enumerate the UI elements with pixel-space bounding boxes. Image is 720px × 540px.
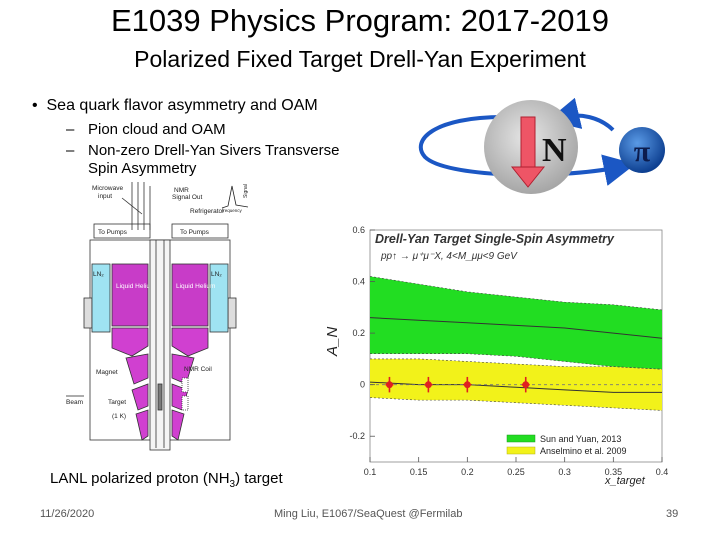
legend-entry: Sun and Yuan, 2013: [540, 434, 621, 444]
subbullet-item: – Pion cloud and OAM: [66, 121, 226, 139]
bullet-item: • Sea quark flavor asymmetry and OAM: [32, 96, 318, 116]
nmr-curve: [221, 185, 249, 209]
caption-text: LANL polarized proton (NH: [50, 470, 230, 487]
refrigerator-label: Refrigerator: [190, 208, 225, 215]
central-line-0: [369, 317, 663, 339]
spin-arrow-shaft: [520, 116, 536, 170]
legend-entry: Anselmino et al. 2009: [540, 446, 627, 456]
liquid-helium-right-label: Liquid Helium: [176, 283, 215, 290]
spin-arrow-icon: [510, 166, 546, 188]
pion-ball: [619, 127, 665, 173]
liquid-helium-left-label: Liquid Helium: [116, 283, 155, 290]
y-tick-label: 0.4: [352, 277, 365, 287]
to-pumps-right-label: To Pumps: [180, 229, 210, 236]
footer-date: 11/26/2020: [40, 508, 95, 520]
y-tick-label: 0.6: [352, 225, 365, 235]
chart-title: Drell-Yan Target Single-Spin Asymmetry: [375, 232, 615, 246]
legend-swatch: [506, 446, 536, 455]
data-point: [522, 381, 530, 389]
asymmetry-chart: 0.1 0.15 0.2 0.25 0.3 0.35 0.4 -0.2 0 0.2 0.4 0.6 D…: [324, 225, 668, 487]
dash-icon: –: [66, 142, 75, 159]
nucleon-label: N: [542, 132, 567, 169]
band-edge: [369, 276, 663, 311]
nucleon-pion-diagram: N π: [418, 97, 665, 194]
footer-author: Ming Liu, E1067/SeaQuest @Fermilab: [274, 508, 463, 520]
x-tick-label: 0.3: [558, 467, 571, 477]
microwave-label: Microwave: [92, 185, 123, 192]
x-axis-label: x_target: [604, 475, 646, 487]
band-edge: [369, 397, 663, 411]
subbullet-text: Non-zero Drell-Yan Sivers Transverse: [88, 142, 340, 159]
band-0: [370, 276, 662, 370]
magnet-label: Magnet: [96, 369, 118, 376]
x-tick-label: 0.15: [410, 467, 428, 477]
bullet-text: Sea quark flavor asymmetry and OAM: [46, 97, 318, 114]
subbullet-text-continued: Spin Asymmetry: [88, 160, 197, 177]
slide-title: E1039 Physics Program: 2017-2019: [110, 3, 609, 38]
to-pumps-left-label: To Pumps: [98, 229, 128, 236]
chart-marks: 0.1 0.15 0.2 0.25 0.3 0.35 0.4 -0.2 0 0.2 0.4 0.6: [349, 225, 668, 477]
target-schematic: Microwave input NMR Signal Out Refrigera…: [66, 182, 249, 451]
nmr-signal-label: NMR: [174, 187, 189, 194]
slide-subtitle: Polarized Fixed Target Drell-Yan Experim…: [134, 46, 586, 72]
frequency-axis-label: frequency: [222, 208, 243, 213]
chart-legend: Sun and Yuan, 2013 Anselmino et al. 2009: [506, 434, 627, 456]
beam-label: Beam: [66, 399, 83, 406]
band-edge: [370, 358, 663, 370]
target-label: Target: [108, 399, 126, 406]
x-tick-label: 0.35: [605, 467, 623, 477]
signal-axis-label: Signal: [243, 184, 249, 198]
data-point: [463, 381, 471, 389]
y-tick-label: 0.2: [352, 328, 365, 338]
chart-subtitle: pp↑ → μ⁺μ⁻X, 4<M_μμ<9 GeV: [380, 251, 518, 262]
y-axis-label: A_N: [324, 327, 341, 357]
band-edge: [370, 353, 663, 370]
caption-text-end: ) target: [235, 470, 283, 487]
pion-label: π: [634, 135, 651, 168]
ln2-right-label: LN₂: [211, 271, 222, 278]
y-tick-label: -0.2: [349, 431, 365, 441]
data-point: [386, 381, 393, 389]
x-tick-label: 0.1: [364, 467, 377, 477]
page-number: 39: [666, 508, 679, 520]
x-tick-label: 0.25: [507, 467, 525, 477]
caption-subscript: 3: [229, 479, 236, 490]
data-point: [425, 381, 432, 389]
bullet-icon: •: [32, 97, 47, 114]
legend-swatch: [506, 434, 536, 443]
orbit-arrow-upper: [547, 97, 615, 132]
subbullet-item: – Non-zero Drell-Yan Sivers Transverse Sp…: [66, 142, 366, 178]
dash-icon: –: [66, 121, 75, 138]
insert-temperature-label: (1 K): [112, 413, 126, 420]
subbullet-text: Pion cloud and OAM: [88, 121, 226, 138]
input-label: input: [98, 193, 112, 200]
ln2-left-label: LN₂: [93, 271, 104, 278]
signal-out-label: Signal Out: [172, 194, 203, 201]
target-caption: LANL polarized proton (NH3) target: [50, 470, 283, 494]
x-tick-label: 0.4: [656, 467, 669, 477]
x-tick-label: 0.2: [461, 467, 474, 477]
y-tick-label: 0: [360, 380, 365, 390]
nmr-coil-label: NMR Coil: [184, 366, 212, 373]
